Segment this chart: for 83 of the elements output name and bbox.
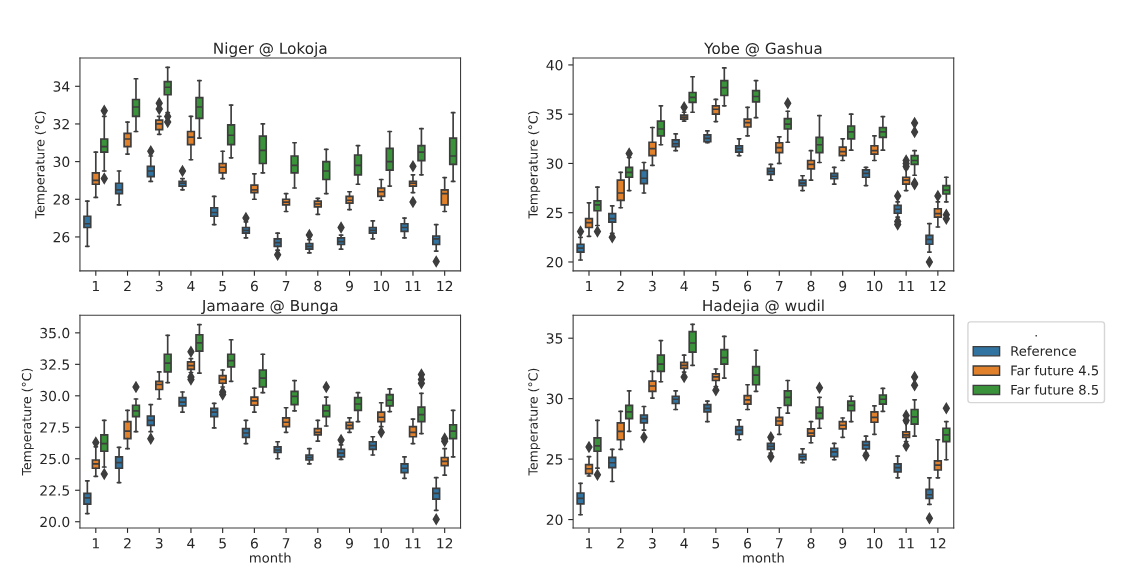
x-tick-label: 6 bbox=[250, 280, 258, 292]
x-tick-label: 10 bbox=[373, 538, 390, 549]
x-tick-label: 4 bbox=[187, 280, 195, 292]
y-tick-label: 32.5 bbox=[40, 359, 70, 370]
chart-title: Jamaare @ Bunga bbox=[201, 299, 338, 315]
x-tick-label: 10 bbox=[867, 538, 883, 549]
x-tick-label: 7 bbox=[776, 538, 783, 549]
x-tick-label: 5 bbox=[712, 538, 720, 549]
y-tick-label: 20 bbox=[546, 514, 563, 526]
x-tick-label: 1 bbox=[92, 280, 99, 292]
x-tick-label: 3 bbox=[649, 280, 656, 292]
y-tick-label: 40 bbox=[546, 59, 563, 71]
x-tick-label: 10 bbox=[867, 280, 883, 292]
x-tick-label: 3 bbox=[155, 538, 163, 549]
y-tick-label: 25.0 bbox=[40, 453, 70, 465]
legend-label: Reference bbox=[1011, 345, 1076, 357]
x-tick-label: 11 bbox=[405, 280, 421, 292]
x-tick-label: 9 bbox=[345, 538, 353, 549]
x-tick-label: 1 bbox=[586, 280, 593, 292]
y-tick-label: 28 bbox=[53, 194, 70, 205]
x-tick-label: 6 bbox=[250, 538, 258, 549]
x-tick-label: 5 bbox=[219, 538, 226, 549]
y-tick-label: 35.0 bbox=[40, 327, 70, 339]
y-tick-label: 20.0 bbox=[40, 516, 70, 528]
x-tick-label: 12 bbox=[437, 280, 453, 292]
x-tick-label: 11 bbox=[898, 280, 914, 292]
x-tick-label: 5 bbox=[219, 280, 226, 292]
x-tick-label: 2 bbox=[617, 280, 624, 292]
y-tick-label: 25 bbox=[546, 454, 563, 465]
x-tick-label: 9 bbox=[839, 280, 847, 292]
x-tick-label: 2 bbox=[124, 280, 131, 292]
y-tick-label: 35 bbox=[546, 333, 563, 344]
x-axis-title: month bbox=[250, 552, 291, 563]
x-tick-label: 2 bbox=[124, 538, 131, 549]
y-tick-label: 30 bbox=[546, 158, 563, 169]
x-tick-label: 10 bbox=[373, 280, 390, 292]
x-tick-label: 8 bbox=[807, 280, 815, 292]
y-tick-label: 27.5 bbox=[40, 422, 70, 433]
x-tick-label: 9 bbox=[839, 538, 847, 549]
y-axis-title: Temperature (°C) bbox=[528, 111, 541, 219]
x-tick-label: 8 bbox=[807, 538, 815, 549]
y-tick-label: 30 bbox=[53, 156, 70, 168]
x-tick-label: 5 bbox=[712, 280, 720, 292]
x-tick-label: 1 bbox=[92, 538, 99, 549]
chart-title: Yobe @ Gashua bbox=[704, 42, 822, 57]
x-tick-label: 12 bbox=[930, 538, 946, 549]
x-tick-label: 12 bbox=[437, 538, 453, 549]
y-axis-title: Temperature (°C) bbox=[528, 368, 541, 476]
x-tick-label: 9 bbox=[345, 280, 353, 292]
x-tick-label: 12 bbox=[930, 280, 946, 292]
y-tick-label: 22.5 bbox=[40, 485, 70, 496]
legend-label: Far future 4.5 bbox=[1011, 365, 1099, 376]
y-tick-label: 26 bbox=[53, 231, 70, 243]
y-tick-label: 35 bbox=[546, 109, 563, 120]
x-tick-label: 6 bbox=[744, 538, 752, 549]
x-tick-label: 7 bbox=[282, 538, 290, 549]
chart-title: Niger @ Lokoja bbox=[214, 42, 327, 58]
x-axis-title: month bbox=[743, 552, 784, 563]
x-tick-label: 6 bbox=[744, 280, 752, 292]
x-tick-label: 1 bbox=[586, 538, 593, 549]
x-tick-label: 3 bbox=[649, 538, 656, 549]
x-tick-label: 2 bbox=[617, 538, 624, 549]
legend-label: Far future 8.5 bbox=[1011, 384, 1099, 395]
y-tick-label: 30 bbox=[546, 393, 563, 405]
y-axis-title: Temperature (°C) bbox=[34, 111, 47, 219]
x-tick-label: 4 bbox=[680, 280, 688, 292]
chart-title: Hadejia @ wudil bbox=[703, 299, 824, 315]
x-tick-label: 4 bbox=[187, 538, 195, 549]
x-tick-label: 8 bbox=[314, 538, 322, 549]
y-tick-label: 20 bbox=[546, 256, 563, 268]
y-axis-title: Temperature (°C) bbox=[21, 368, 34, 476]
x-tick-label: 3 bbox=[155, 280, 163, 292]
x-tick-label: 7 bbox=[282, 280, 290, 292]
x-tick-label: 11 bbox=[898, 538, 914, 549]
x-tick-label: 8 bbox=[314, 280, 322, 292]
x-tick-label: 7 bbox=[776, 280, 783, 292]
legend-title: . bbox=[1035, 335, 1037, 337]
y-tick-label: 34 bbox=[53, 81, 70, 92]
x-tick-label: 4 bbox=[680, 538, 688, 549]
y-tick-label: 30.0 bbox=[40, 390, 70, 402]
x-tick-label: 11 bbox=[405, 538, 421, 549]
y-tick-label: 32 bbox=[53, 118, 69, 130]
y-tick-label: 25 bbox=[546, 207, 563, 219]
